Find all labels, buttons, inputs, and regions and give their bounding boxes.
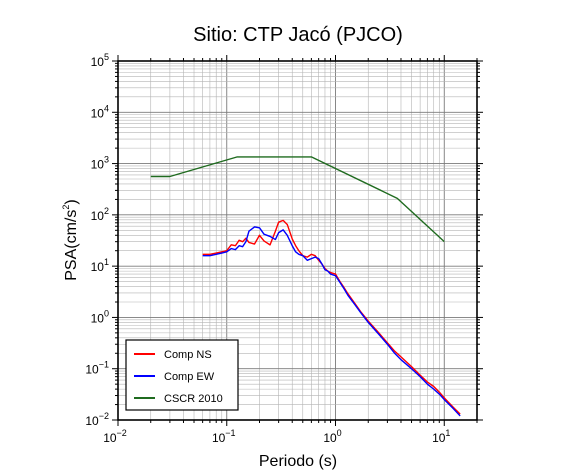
- plot-border: [117, 60, 478, 421]
- y-tick-label: 10−2: [85, 411, 109, 428]
- y-tick-label: 101: [91, 257, 109, 274]
- x-tick-label: 10−2: [103, 428, 127, 445]
- x-tick-label: 10−1: [212, 428, 236, 445]
- x-tick-label: 100: [323, 428, 341, 445]
- legend-label: Comp EW: [164, 371, 215, 383]
- series-line-comp-ns: [202, 219, 461, 415]
- y-tick-labels: 10−2 10−1 100 101 102 103 104 105: [85, 52, 109, 428]
- legend-label: CSCR 2010: [164, 393, 223, 405]
- legend-label: Comp NS: [164, 349, 212, 361]
- y-axis-label: PSA(cm/s2): [61, 199, 80, 280]
- legend: Comp NS Comp EW CSCR 2010: [125, 339, 239, 411]
- x-tick-label: 101: [432, 428, 450, 445]
- chart-title: Sitio: CTP Jacó (PJCO): [193, 24, 403, 46]
- x-axis-label: Periodo (s): [259, 453, 337, 470]
- series-layer: [150, 156, 461, 417]
- y-tick-label: 100: [91, 308, 109, 325]
- y-tick-label: 103: [91, 155, 109, 172]
- y-tick-label: 104: [91, 103, 109, 120]
- grid: [117, 60, 478, 421]
- axis-ticks: [112, 55, 483, 426]
- y-tick-label: 10−1: [85, 360, 109, 377]
- y-tick-label: 102: [91, 206, 109, 223]
- series-line-cscr-2010: [150, 156, 445, 243]
- series-line-comp-ew: [202, 226, 461, 417]
- y-tick-label: 105: [91, 52, 109, 69]
- plot-frame: [117, 60, 478, 421]
- x-tick-labels: 10−2 10−1 100 101: [103, 428, 450, 445]
